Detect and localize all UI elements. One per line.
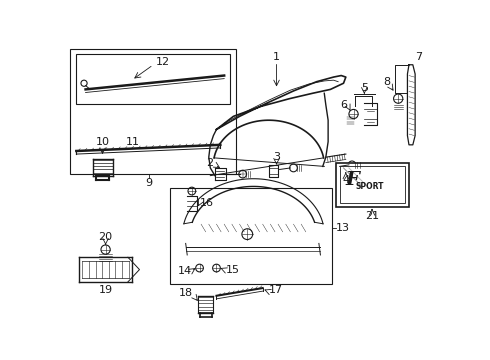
Text: 1: 1 — [273, 52, 280, 62]
Text: 6: 6 — [341, 100, 347, 110]
Text: 18: 18 — [179, 288, 194, 298]
Text: 17: 17 — [269, 285, 283, 294]
Bar — [76, 54, 230, 104]
Text: 13: 13 — [336, 223, 350, 233]
Bar — [70, 49, 236, 174]
Text: 8: 8 — [383, 77, 391, 87]
Text: 3: 3 — [273, 152, 280, 162]
Bar — [171, 188, 332, 284]
Text: 5: 5 — [361, 83, 368, 93]
Text: 4: 4 — [343, 175, 349, 185]
Text: 2: 2 — [206, 158, 214, 168]
Text: 9: 9 — [145, 178, 152, 188]
Text: 15: 15 — [226, 265, 240, 275]
Text: 21: 21 — [365, 211, 379, 221]
Text: 16: 16 — [199, 198, 214, 208]
Text: 7: 7 — [415, 52, 422, 62]
Text: 20: 20 — [98, 232, 113, 242]
Text: 12: 12 — [155, 57, 170, 67]
Text: 10: 10 — [96, 137, 110, 147]
Bar — [340, 166, 405, 203]
Text: 19: 19 — [98, 285, 113, 294]
Bar — [336, 163, 409, 207]
Text: SPORT: SPORT — [355, 182, 384, 191]
Text: 11: 11 — [126, 137, 140, 147]
Text: 14: 14 — [178, 266, 192, 276]
Text: F: F — [346, 171, 360, 189]
